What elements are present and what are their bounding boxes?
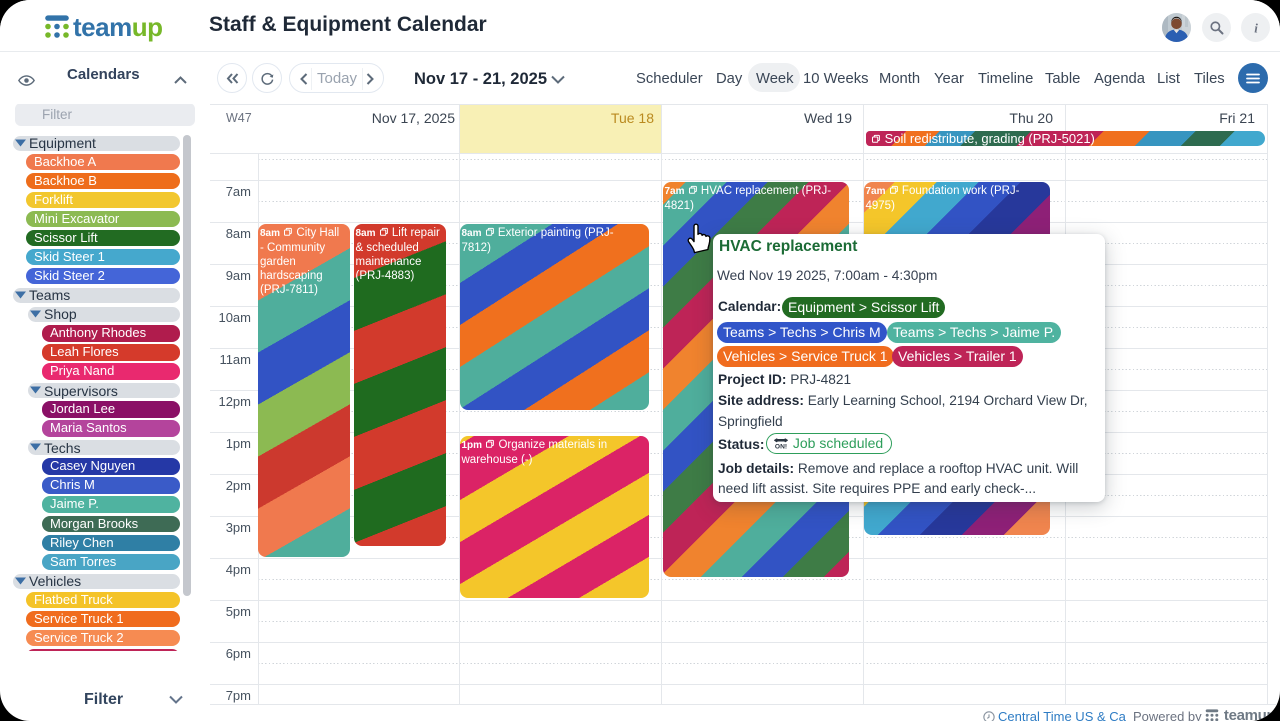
svg-text:ON!: ON! [775, 444, 787, 451]
svg-text:i: i [1254, 21, 1258, 35]
